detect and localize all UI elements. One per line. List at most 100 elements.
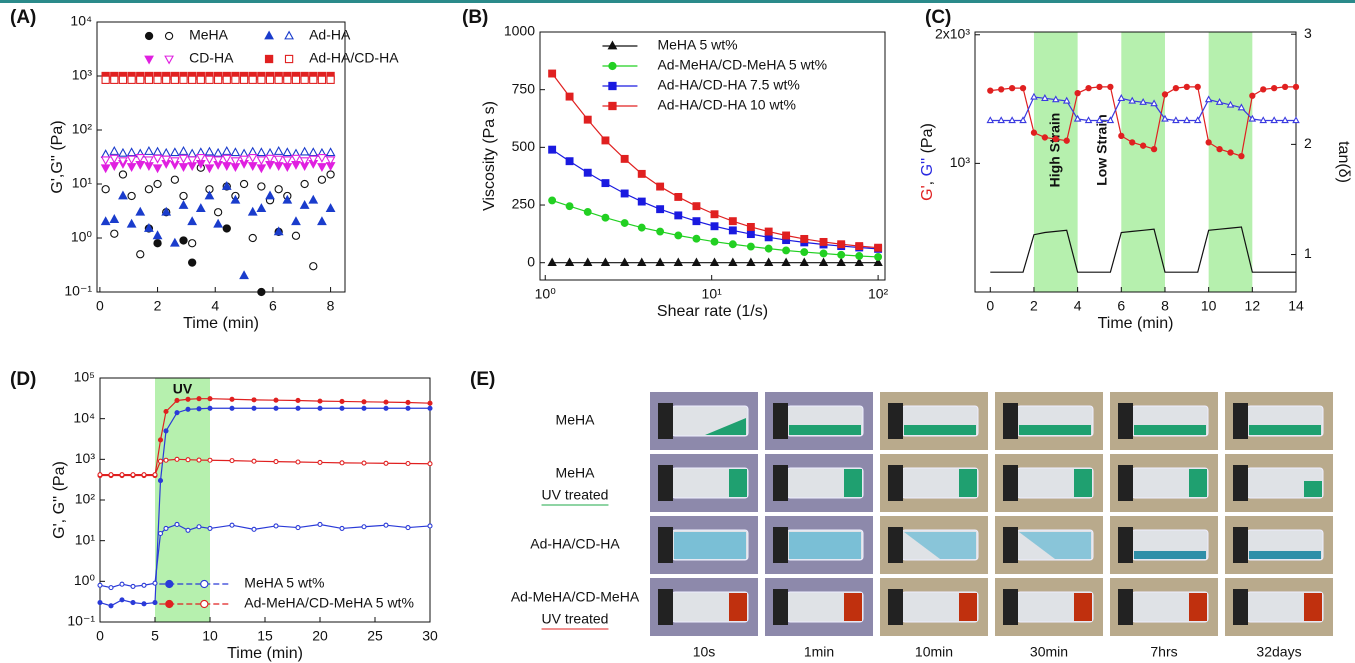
y-axis-title: Viscosity (Pa s) xyxy=(481,101,498,211)
vial-cap xyxy=(1118,465,1133,501)
data-point xyxy=(118,157,128,167)
data-point xyxy=(782,246,791,255)
data-point xyxy=(283,75,292,84)
data-point xyxy=(152,154,163,164)
liquid xyxy=(1304,593,1322,621)
data-point xyxy=(1205,139,1212,146)
data-point xyxy=(196,524,202,530)
data-point xyxy=(317,216,327,226)
data-point xyxy=(179,75,188,84)
data-point xyxy=(1161,91,1169,98)
data-point xyxy=(109,154,120,164)
data-point xyxy=(152,580,158,586)
data-point xyxy=(108,603,114,609)
liquid xyxy=(904,425,976,435)
vial-cap xyxy=(773,465,788,501)
data-point xyxy=(1095,116,1104,124)
data-point xyxy=(1150,99,1158,107)
data-point xyxy=(205,75,214,84)
data-point xyxy=(1062,96,1071,104)
data-point xyxy=(207,457,213,463)
vial-cap xyxy=(888,465,903,501)
row-label: MeHA xyxy=(556,412,596,428)
data-point xyxy=(600,257,611,266)
y-tick-label: 10² xyxy=(72,121,93,137)
data-point xyxy=(130,472,136,478)
data-point xyxy=(728,217,737,226)
data-point xyxy=(799,257,809,266)
data-point xyxy=(710,237,719,246)
data-point xyxy=(282,147,293,157)
x-tick-label: 6 xyxy=(269,298,277,314)
data-point xyxy=(383,522,389,528)
data-point xyxy=(126,155,137,165)
vial-cap xyxy=(1003,465,1018,501)
data-point xyxy=(564,257,575,266)
data-point xyxy=(1215,98,1224,105)
data-point xyxy=(565,157,574,166)
data-point xyxy=(126,163,137,173)
data-point xyxy=(141,601,147,607)
y-axis-title: G',G'' (Pa) xyxy=(49,120,66,193)
data-point xyxy=(427,523,433,529)
data-point xyxy=(619,257,630,266)
series-line xyxy=(100,458,431,476)
data-point xyxy=(692,234,701,243)
data-point xyxy=(196,396,202,402)
data-point xyxy=(1139,142,1147,149)
data-point xyxy=(126,147,137,157)
legend-marker xyxy=(200,599,209,609)
data-point xyxy=(819,237,828,246)
data-point xyxy=(620,189,629,198)
data-point xyxy=(295,405,301,411)
data-point xyxy=(308,147,319,157)
data-point xyxy=(317,75,327,84)
y-tick-label: 10³ xyxy=(75,450,96,466)
liquid xyxy=(789,532,861,559)
y-axis-title: G', G'' (Pa) xyxy=(51,461,68,539)
y-tick-label: 10⁴ xyxy=(73,409,95,425)
data-point xyxy=(188,239,197,248)
y-tick-label: 10⁰ xyxy=(74,572,96,588)
data-point xyxy=(308,155,319,165)
annotation: Low Strain xyxy=(1094,114,1110,186)
data-point xyxy=(247,154,258,163)
legend-marker xyxy=(144,31,154,41)
data-point xyxy=(163,408,169,415)
data-point xyxy=(547,257,557,266)
data-point xyxy=(163,457,169,463)
data-point xyxy=(274,185,283,194)
data-point xyxy=(185,396,191,402)
data-point xyxy=(174,521,180,528)
data-point xyxy=(273,405,279,411)
data-point xyxy=(405,460,411,467)
liquid xyxy=(729,593,747,621)
data-point xyxy=(325,203,336,213)
shaded-band xyxy=(1033,32,1078,292)
data-point xyxy=(213,218,224,228)
data-point xyxy=(144,156,154,166)
data-point xyxy=(1249,92,1256,99)
vial-cap xyxy=(1003,403,1018,439)
liquid xyxy=(1134,551,1206,559)
y2-tick-label: 3 xyxy=(1304,25,1312,41)
data-point xyxy=(152,230,163,240)
data-point xyxy=(126,218,137,228)
legend-marker xyxy=(164,31,174,41)
data-point xyxy=(169,237,180,247)
data-point xyxy=(222,75,231,84)
data-point xyxy=(710,222,719,231)
liquid xyxy=(844,593,862,621)
plot-frame xyxy=(96,21,346,293)
data-point xyxy=(383,405,389,411)
legend-marker xyxy=(164,55,174,65)
column-label: 30min xyxy=(1030,644,1068,660)
y-tick-label: 10⁴ xyxy=(70,13,92,29)
y-tick-label: 10¹ xyxy=(75,531,96,547)
data-point xyxy=(109,146,120,155)
data-point xyxy=(230,194,241,204)
data-point xyxy=(837,250,846,259)
data-point xyxy=(100,164,111,174)
data-point xyxy=(361,405,367,411)
